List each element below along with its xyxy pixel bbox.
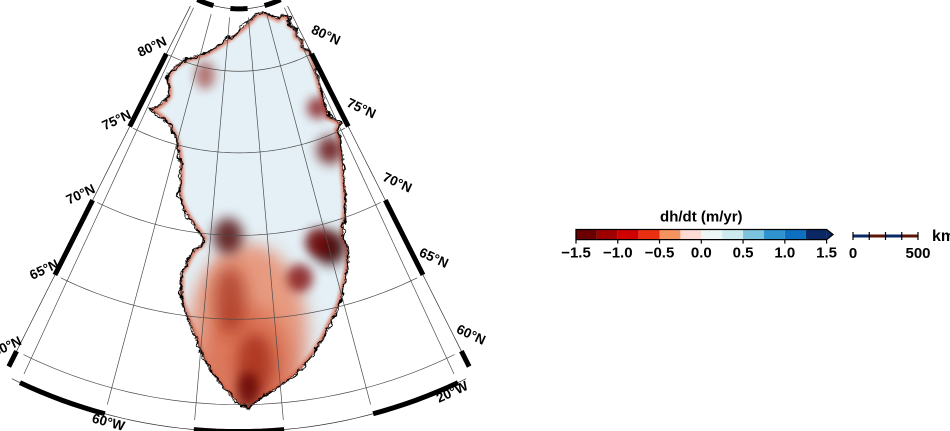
svg-text:−1.5: −1.5 xyxy=(561,245,591,262)
svg-text:0: 0 xyxy=(849,245,857,262)
svg-text:dh/dt (m/yr): dh/dt (m/yr) xyxy=(660,209,743,226)
svg-text:−1.0: −1.0 xyxy=(603,245,633,262)
svg-text:1.5: 1.5 xyxy=(816,245,837,262)
svg-text:0.0: 0.0 xyxy=(691,245,712,262)
svg-text:km: km xyxy=(932,228,950,245)
svg-text:−0.5: −0.5 xyxy=(645,245,675,262)
svg-text:1.0: 1.0 xyxy=(774,245,795,262)
svg-text:500: 500 xyxy=(905,245,930,262)
svg-text:0.5: 0.5 xyxy=(733,245,754,262)
